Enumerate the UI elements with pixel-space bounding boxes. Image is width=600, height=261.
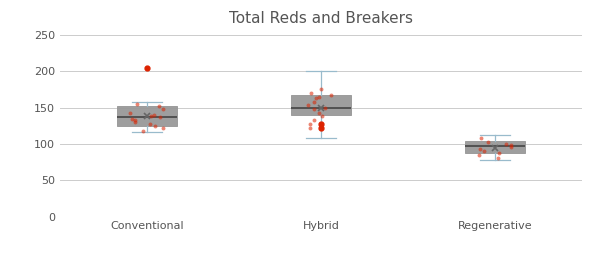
Point <box>158 126 167 130</box>
Point <box>484 140 493 144</box>
Point <box>146 114 155 118</box>
Point <box>476 136 486 140</box>
PathPatch shape <box>290 95 352 115</box>
Point <box>127 116 136 121</box>
Point <box>310 118 319 122</box>
Point <box>314 111 323 115</box>
Point <box>475 147 485 151</box>
Point <box>493 156 503 161</box>
Point <box>138 129 148 133</box>
PathPatch shape <box>464 141 526 153</box>
Point <box>475 153 484 157</box>
Point <box>132 102 142 106</box>
Point <box>311 96 321 100</box>
Point <box>309 107 319 111</box>
Point <box>317 114 326 118</box>
Point <box>320 105 329 110</box>
Point <box>130 118 140 122</box>
Point <box>314 95 324 99</box>
Point <box>149 113 159 117</box>
Point <box>305 126 315 130</box>
Point <box>317 87 326 92</box>
Point <box>155 115 164 119</box>
Point <box>125 111 135 116</box>
Point <box>326 92 336 97</box>
Point <box>154 104 163 108</box>
Point <box>506 143 516 147</box>
Point <box>158 107 168 111</box>
Point <box>150 124 160 128</box>
Point <box>146 122 155 126</box>
Point <box>304 103 313 108</box>
Point <box>309 100 319 104</box>
Point <box>479 149 488 153</box>
Point <box>501 142 511 146</box>
PathPatch shape <box>116 106 178 126</box>
Title: Total Reds and Breakers: Total Reds and Breakers <box>229 11 413 26</box>
Point <box>305 122 315 126</box>
Point <box>306 91 316 95</box>
Point <box>506 145 515 149</box>
Point <box>494 151 503 155</box>
Point <box>130 120 140 124</box>
